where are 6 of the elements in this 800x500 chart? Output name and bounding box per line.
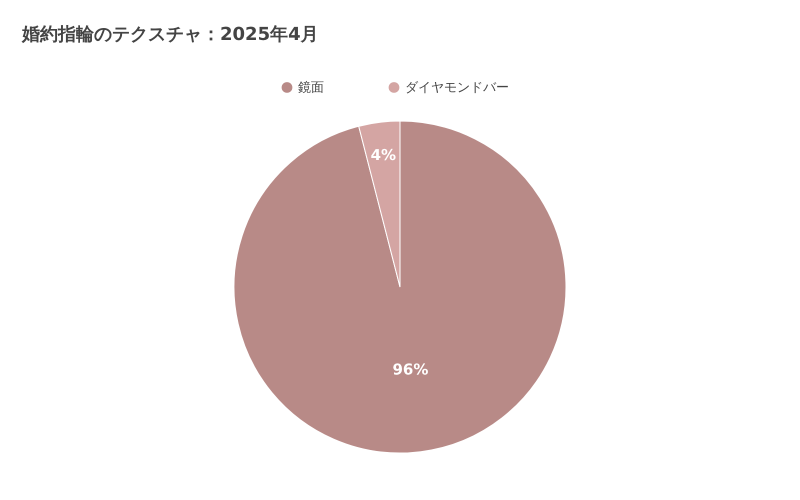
chart-title: 婚約指輪のテクスチャ：2025年4月 <box>21 24 319 45</box>
data-label: 4% <box>370 146 396 164</box>
pie-slice <box>234 120 566 454</box>
legend-label: ダイヤモンドバー <box>405 80 509 96</box>
data-label: 96% <box>392 360 428 378</box>
legend-label: 鏡面 <box>298 80 324 96</box>
